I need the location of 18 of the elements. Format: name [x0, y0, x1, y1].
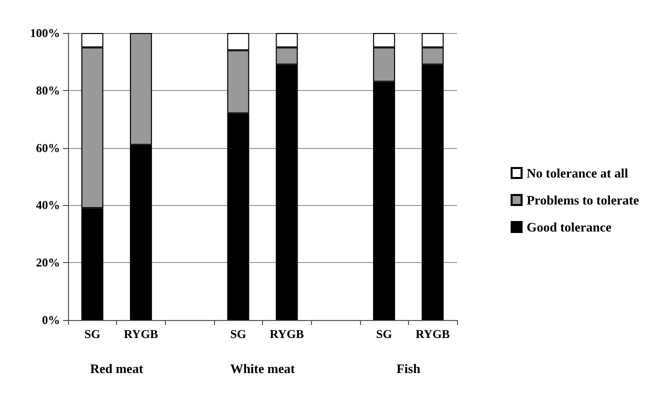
x-tick-label: SG — [230, 327, 246, 341]
y-tick-label: 20% — [36, 256, 60, 270]
x-tick-label: RYGB — [416, 327, 450, 341]
legend-label: Good tolerance — [526, 220, 612, 234]
y-tick-label: 80% — [36, 83, 60, 98]
y-tick-label: 60% — [36, 140, 60, 155]
text: White meat — [230, 361, 296, 376]
y-tick-label: 40% — [36, 198, 60, 212]
text: Fish — [396, 361, 422, 376]
x-tick-label: RYGB — [270, 327, 304, 341]
x-tick-label: RYGB — [124, 327, 158, 341]
y-tick-label: 0% — [42, 313, 60, 327]
x-tick-label: SG — [84, 327, 100, 341]
x-tick-label: SG — [376, 327, 392, 341]
y-tick-label: 100% — [30, 26, 60, 40]
legend-label: No tolerance at all — [526, 166, 628, 180]
text: Red meat — [90, 361, 144, 376]
legend-label: Problems to tolerate — [526, 192, 640, 208]
